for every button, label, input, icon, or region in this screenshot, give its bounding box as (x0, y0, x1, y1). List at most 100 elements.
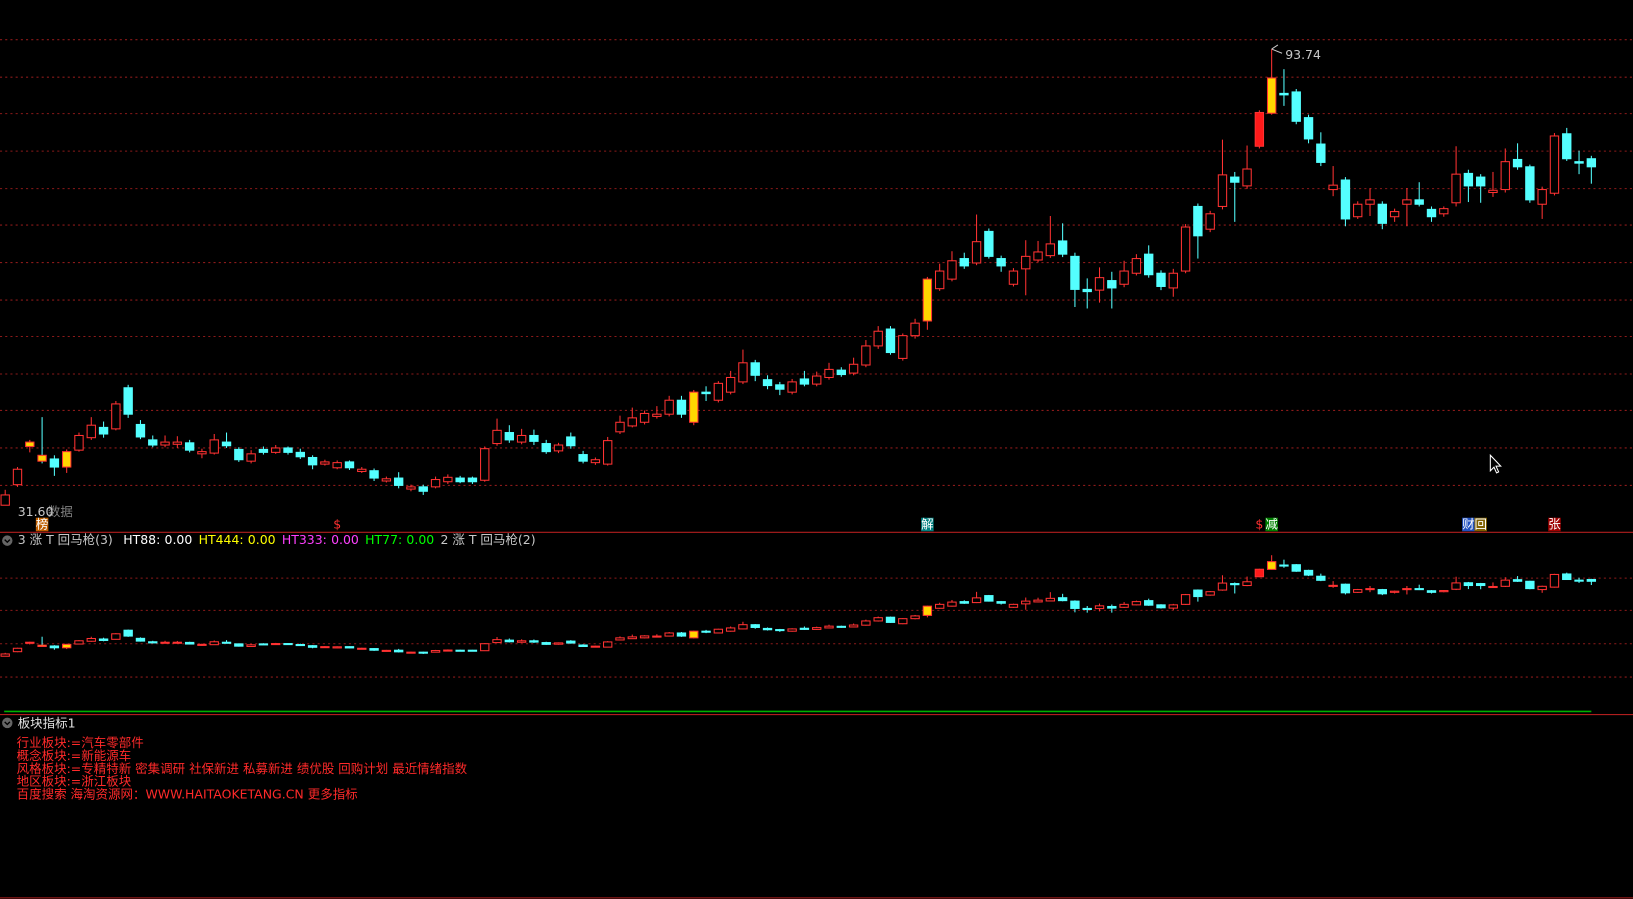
candle-body (713, 628, 724, 634)
candle-body (1475, 583, 1486, 587)
candle-body (1451, 173, 1461, 204)
candle-body (443, 649, 453, 652)
candle-body (184, 442, 195, 451)
candle-body (1279, 564, 1289, 567)
candle-body (787, 628, 797, 632)
candle-body (762, 627, 773, 631)
legend-name: 3 涨 T 回马枪(3) (18, 532, 113, 547)
candle-body (615, 637, 625, 641)
candle-body (1033, 599, 1043, 603)
candle-body (492, 429, 502, 445)
candle-body (762, 379, 773, 387)
candle-body (344, 461, 355, 469)
candle-body (418, 486, 428, 492)
candle-body (898, 618, 908, 625)
candle-body (1439, 590, 1449, 593)
candle-body (1205, 591, 1215, 596)
candle-body (725, 376, 736, 393)
candle-body (1057, 597, 1068, 602)
candle-body (910, 322, 920, 337)
candle-body (1070, 600, 1080, 609)
candle-body (738, 362, 748, 383)
candle-body (209, 439, 219, 454)
candle-body (1230, 583, 1240, 586)
event-label: $ (1255, 517, 1263, 532)
candle-body (307, 456, 318, 466)
candle-body (160, 441, 170, 446)
candle-body (799, 627, 810, 630)
candle-body (725, 627, 736, 632)
candle-body (996, 601, 1006, 604)
candle-body (775, 384, 785, 390)
legend-name: HT333: (282, 532, 327, 547)
candle-body (184, 641, 195, 645)
min-label: 31.60 (18, 504, 54, 519)
candle-body (111, 403, 121, 430)
candle-body (49, 645, 60, 649)
candle-body (639, 635, 650, 639)
max-leader (1271, 44, 1283, 54)
candle-body (455, 477, 465, 483)
candle-body (406, 651, 416, 654)
legend-name: 2 涨 T 回马枪(2) (440, 532, 535, 547)
candle-body (947, 601, 957, 607)
candle-body (1353, 589, 1363, 593)
candle-body (824, 368, 834, 379)
candle-body (1291, 564, 1301, 572)
candle-body (676, 632, 687, 637)
candle-body (701, 630, 711, 633)
candle-body (430, 479, 441, 488)
candle-body (1070, 255, 1080, 290)
candle-body (1119, 270, 1129, 285)
candle-body (406, 486, 416, 490)
candle-body (1021, 255, 1031, 270)
candle-body (1180, 594, 1191, 605)
candle-body (221, 441, 232, 447)
candle-body (1107, 280, 1117, 289)
candle-body (1389, 211, 1400, 218)
candle-body (1426, 208, 1437, 218)
candle-body (750, 362, 760, 376)
candle-body (393, 477, 404, 486)
candle-body (504, 639, 515, 643)
candle-body (836, 369, 846, 376)
candle-body (848, 624, 859, 628)
candle-body (1439, 208, 1449, 215)
candle-body (1365, 199, 1375, 205)
candle-body (1475, 176, 1486, 187)
candle-body (1242, 581, 1252, 587)
candle-body (947, 260, 957, 280)
candle-body (1291, 91, 1301, 122)
candle-body (689, 630, 699, 639)
candle-body (639, 412, 650, 423)
legend-name: HT88: (123, 532, 160, 547)
candle-body (934, 603, 945, 609)
candle-body (1488, 585, 1498, 589)
legend-name: HT444: (199, 532, 244, 547)
candle-body (1094, 277, 1105, 291)
candle-body (922, 278, 933, 322)
candle-body (922, 605, 933, 616)
candle-body (271, 447, 281, 453)
candle-body (861, 345, 871, 366)
candle-body (885, 616, 896, 623)
candle-body (369, 470, 379, 479)
candle-body (1512, 579, 1523, 582)
collapse-button[interactable] (2, 535, 13, 546)
candle-body (197, 451, 207, 455)
candle-body (332, 646, 342, 649)
sector-line: 行业板块:=汽车零部件 (17, 735, 144, 750)
max-label: 93.74 (1285, 47, 1321, 62)
indicator-candles (0, 555, 1597, 657)
candle-body (1254, 111, 1265, 147)
candle-body (25, 441, 35, 448)
legend-value: 0.00 (331, 532, 359, 547)
collapse-button[interactable] (2, 717, 13, 729)
candle-body (1426, 590, 1437, 593)
candle-body (1144, 253, 1154, 276)
candle-body (1156, 604, 1166, 609)
candle-body (320, 646, 330, 649)
candle-body (578, 644, 588, 647)
